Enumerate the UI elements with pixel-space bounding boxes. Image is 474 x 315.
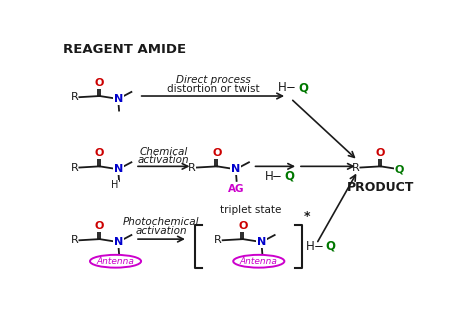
- Text: Q: Q: [284, 169, 294, 183]
- Text: N: N: [114, 237, 123, 247]
- Text: O: O: [376, 148, 385, 158]
- Text: O: O: [95, 77, 104, 88]
- Text: −: −: [272, 169, 282, 183]
- Text: R: R: [71, 163, 79, 173]
- Text: activation: activation: [136, 226, 187, 236]
- Text: −: −: [286, 81, 296, 94]
- Text: N: N: [257, 237, 266, 247]
- Text: Antenna: Antenna: [240, 257, 278, 266]
- Text: N: N: [114, 94, 123, 104]
- Text: H: H: [111, 180, 118, 190]
- Text: Q: Q: [326, 240, 336, 253]
- Text: R: R: [188, 163, 196, 173]
- Text: N: N: [231, 164, 240, 174]
- Text: AG: AG: [228, 184, 245, 194]
- Text: *: *: [303, 210, 310, 223]
- Text: Q: Q: [394, 164, 404, 174]
- Text: Direct process: Direct process: [175, 75, 250, 85]
- Text: R: R: [214, 235, 222, 245]
- Text: activation: activation: [138, 155, 190, 165]
- Text: Chemical: Chemical: [140, 147, 188, 157]
- Text: O: O: [95, 148, 104, 158]
- Text: H: H: [306, 240, 315, 253]
- Text: R: R: [71, 92, 79, 102]
- Text: Antenna: Antenna: [97, 257, 135, 266]
- Text: O: O: [212, 148, 222, 158]
- Text: Q: Q: [298, 81, 308, 94]
- Text: R: R: [71, 235, 79, 245]
- Text: H: H: [265, 169, 273, 183]
- Text: distortion or twist: distortion or twist: [166, 84, 259, 94]
- Text: −: −: [313, 240, 323, 253]
- Text: O: O: [95, 221, 104, 231]
- Text: H: H: [278, 81, 287, 94]
- Text: R: R: [352, 163, 359, 173]
- Text: O: O: [238, 221, 247, 231]
- Text: PRODUCT: PRODUCT: [347, 181, 414, 194]
- Text: Photochemical: Photochemical: [123, 217, 200, 227]
- Text: REAGENT AMIDE: REAGENT AMIDE: [63, 43, 186, 56]
- Text: triplet state: triplet state: [219, 205, 281, 215]
- Text: N: N: [114, 164, 123, 174]
